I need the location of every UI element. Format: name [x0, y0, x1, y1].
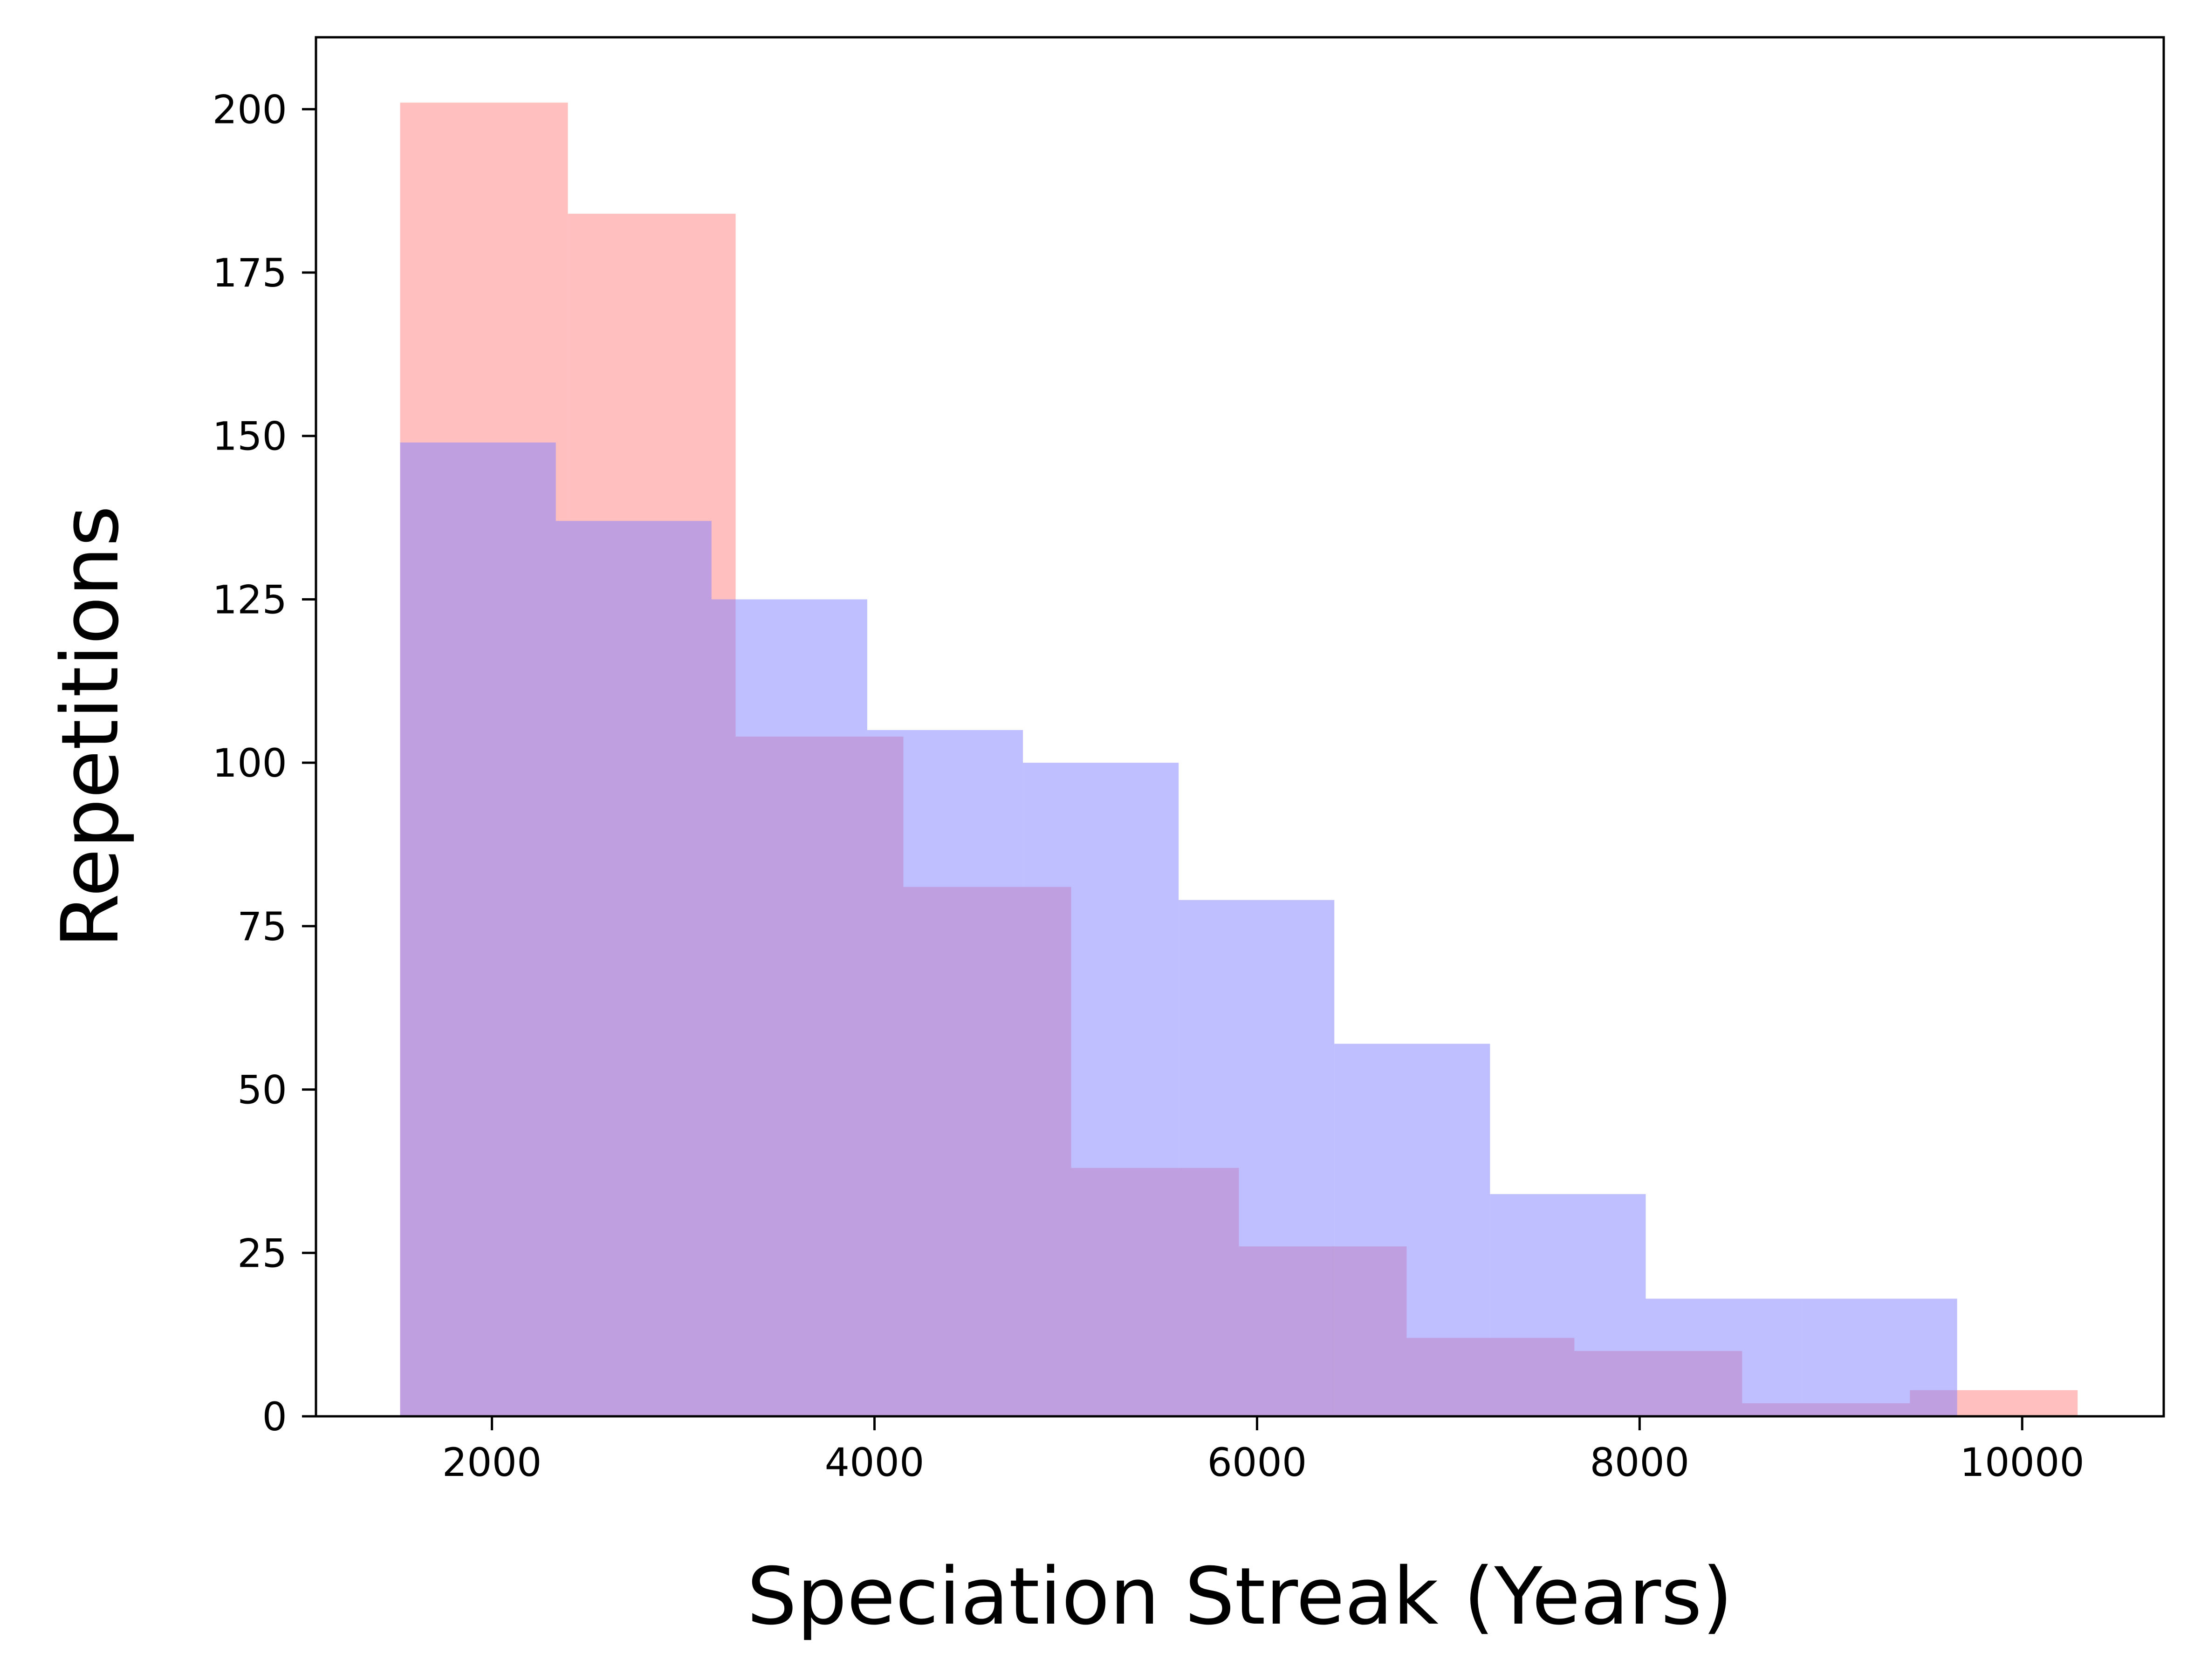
- y-tick-label: 200: [213, 87, 287, 132]
- y-tick-label: 125: [213, 577, 287, 622]
- x-tick-label: 2000: [442, 1440, 542, 1485]
- plot-frame: [315, 36, 2165, 1418]
- y-tick-label: 175: [213, 250, 287, 296]
- series-2-bar: [867, 730, 1023, 1416]
- x-axis-title: Speciation Streak (Years): [747, 1550, 1733, 1642]
- series-2-bar: [1801, 1298, 1957, 1416]
- series-2-bar: [1179, 900, 1335, 1416]
- x-tick-label: 8000: [1590, 1440, 1689, 1485]
- series-2-bar: [1490, 1194, 1646, 1416]
- series-2-bar: [555, 521, 712, 1416]
- x-tick-label: 4000: [825, 1440, 925, 1485]
- x-tick-label: 6000: [1207, 1440, 1307, 1485]
- series-2-bar: [1334, 1044, 1490, 1416]
- y-tick-label: 25: [237, 1230, 287, 1276]
- y-tick-label: 50: [237, 1067, 287, 1113]
- y-axis: 0 25 50 75 100 125 150 175 200: [213, 87, 316, 1440]
- series-2-bar: [1646, 1298, 1802, 1416]
- x-tick-label: 10000: [1960, 1440, 2084, 1485]
- histogram-bars: [400, 102, 2078, 1416]
- y-tick-label: 75: [237, 904, 287, 949]
- y-tick-label: 0: [262, 1394, 287, 1440]
- y-tick-label: 150: [213, 414, 287, 459]
- series-2-bar: [400, 442, 556, 1416]
- x-axis: 2000 4000 6000 8000 10000: [442, 1416, 2084, 1485]
- series-2-bar: [711, 599, 867, 1416]
- series-2-bar: [1023, 763, 1179, 1416]
- y-axis-title: Repetitions: [44, 505, 136, 948]
- y-tick-label: 100: [213, 740, 287, 786]
